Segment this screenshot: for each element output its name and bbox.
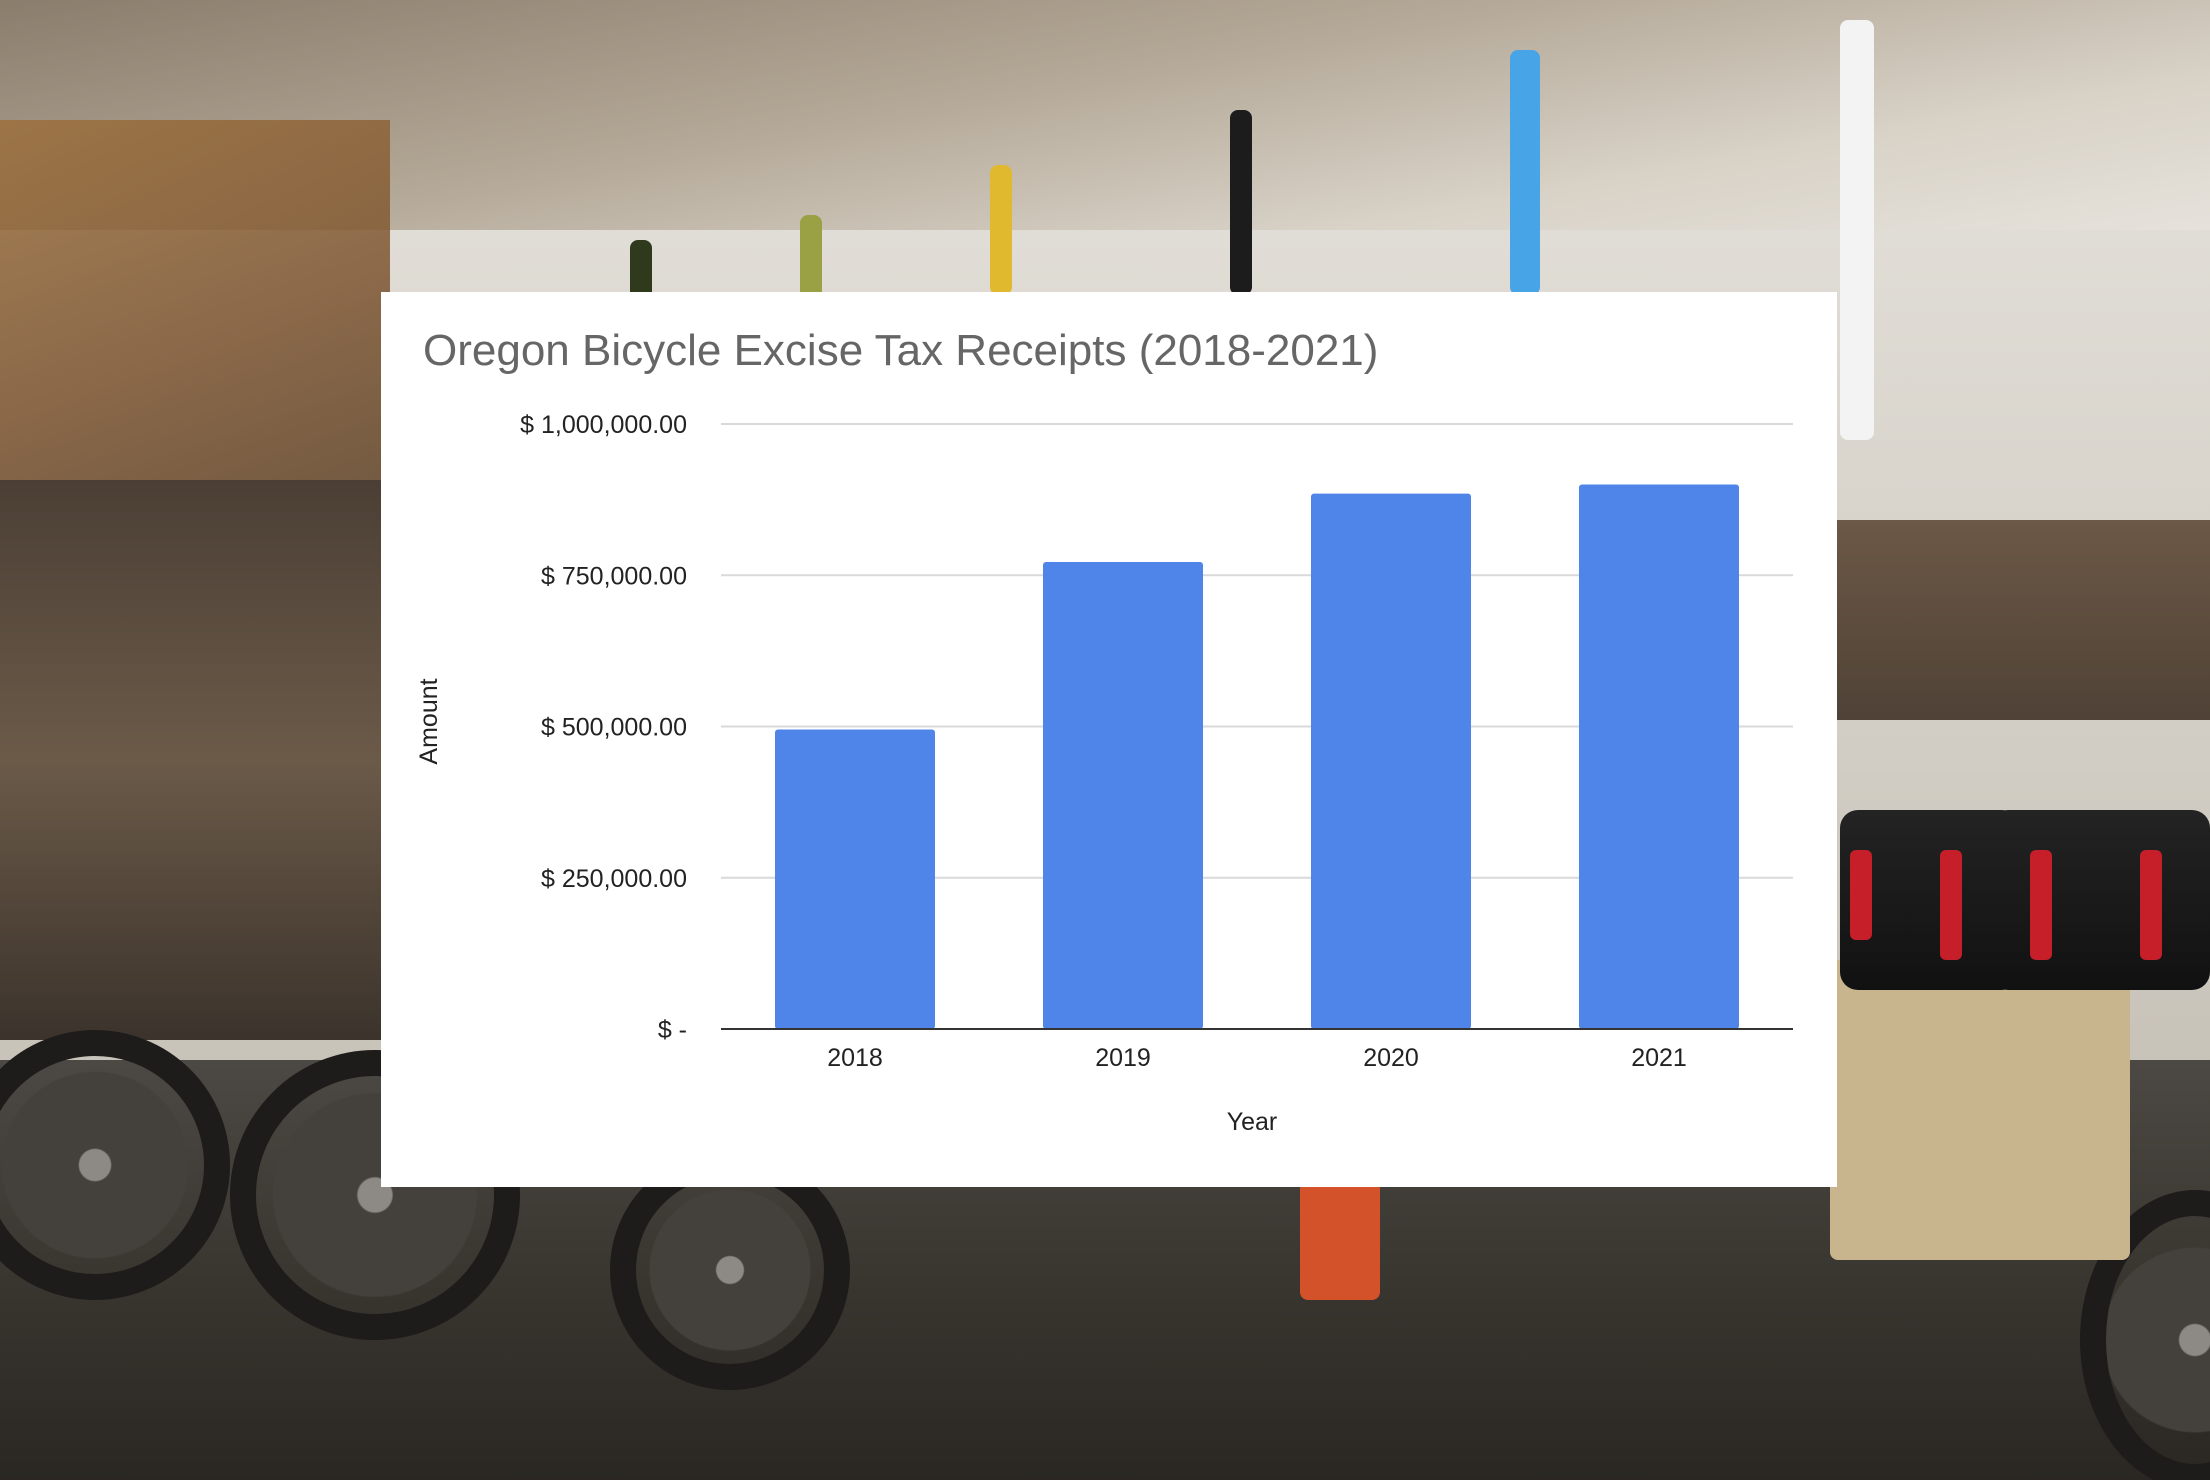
x-tick-label: 2019 xyxy=(1095,1044,1151,1072)
wooden-loft xyxy=(0,120,390,500)
y-tick-label: $ 1,000,000.00 xyxy=(520,411,687,439)
x-tick-label: 2018 xyxy=(827,1044,883,1072)
chart-card: Oregon Bicycle Excise Tax Receipts (2018… xyxy=(381,292,1837,1187)
bike-wheel xyxy=(610,1150,850,1390)
x-tick-label: 2021 xyxy=(1631,1044,1687,1072)
seat-strap xyxy=(2140,850,2162,960)
seat-strap xyxy=(2030,850,2052,960)
wood-panel-wall xyxy=(1810,520,2210,720)
seat-strap xyxy=(1940,850,1962,960)
seat-strap xyxy=(1850,850,1872,940)
y-tick-label: $ 500,000.00 xyxy=(541,714,687,742)
hanging-frame-white xyxy=(1840,20,1874,440)
y-axis-title: Amount xyxy=(415,678,443,764)
chart-title: Oregon Bicycle Excise Tax Receipts (2018… xyxy=(423,326,1379,375)
y-tick-label: $ 250,000.00 xyxy=(541,865,687,893)
y-tick-label: $ - xyxy=(658,1016,687,1044)
hanging-frame-lime xyxy=(800,215,822,300)
x-tick-label: 2020 xyxy=(1363,1044,1419,1072)
bar-2021 xyxy=(1579,484,1739,1029)
y-tick-label: $ 750,000.00 xyxy=(541,562,687,590)
bar-2020 xyxy=(1311,493,1471,1029)
cargo-box xyxy=(1830,960,2130,1260)
bar-2018 xyxy=(775,729,935,1029)
child-seat xyxy=(1990,810,2210,990)
parts-shelves xyxy=(0,480,390,1040)
hanging-frame-black xyxy=(1230,110,1252,295)
hanging-frame-yellow xyxy=(990,165,1012,295)
hanging-frame-green xyxy=(630,240,652,300)
x-axis-title: Year xyxy=(1227,1108,1278,1136)
hanging-frame-blue xyxy=(1510,50,1540,295)
cargo-bike-frame-orange xyxy=(1300,1180,1380,1300)
bar-chart: $ - $ 250,000.00 $ 500,000.00 $ 750,000.00 $… xyxy=(415,411,1793,1136)
bar-2019 xyxy=(1043,561,1203,1029)
